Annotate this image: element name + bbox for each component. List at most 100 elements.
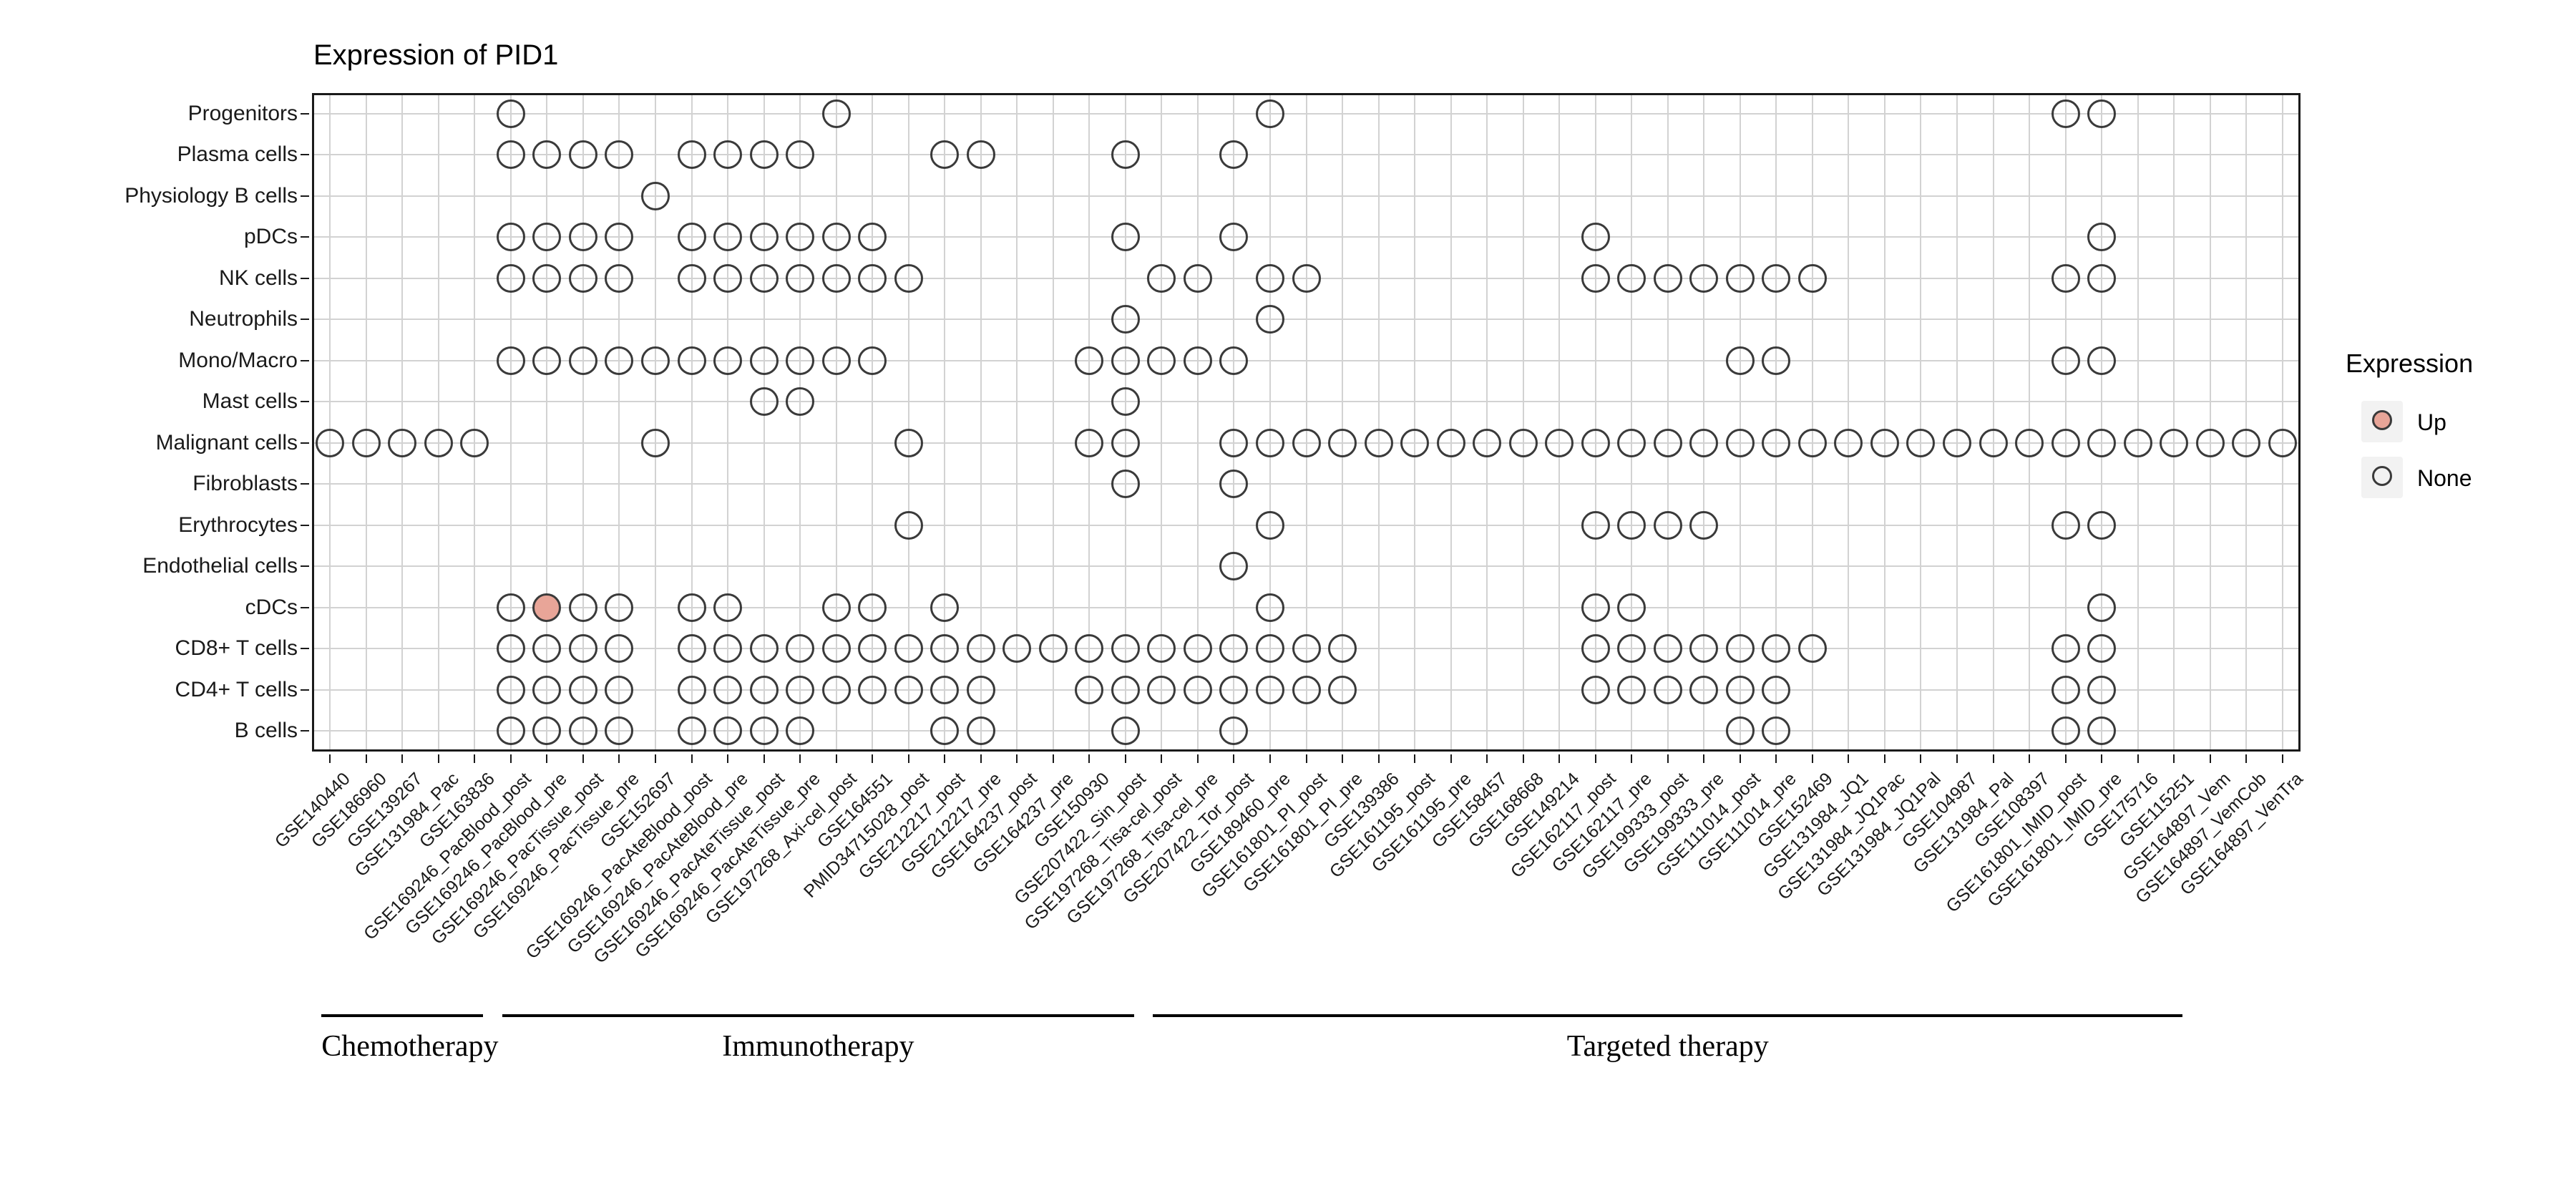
expression-dot: [605, 263, 634, 293]
x-axis-tick: [2209, 754, 2211, 763]
expression-dot: [568, 675, 597, 704]
x-axis-tick: [546, 754, 548, 763]
grid-line-vertical: [1450, 93, 1452, 752]
y-axis-label: pDCs: [243, 225, 298, 249]
expression-dot: [966, 140, 995, 170]
grid-line-vertical: [546, 93, 548, 752]
x-axis-tick: [1269, 754, 1271, 763]
y-axis-label: CD8+ T cells: [175, 636, 298, 661]
y-axis-tick: [301, 359, 309, 361]
grid-line-horizontal: [312, 524, 2301, 526]
expression-dot: [1147, 634, 1176, 664]
expression-dot: [2087, 593, 2117, 622]
x-axis-tick: [1305, 754, 1307, 763]
y-axis-label: Plasma cells: [177, 142, 298, 167]
expression-dot: [1075, 346, 1104, 375]
x-axis-tick: [1486, 754, 1488, 763]
expression-dot: [1906, 428, 1936, 457]
expression-dot: [568, 634, 597, 664]
expression-dot: [677, 675, 706, 704]
grid-line-vertical: [1848, 93, 1850, 752]
expression-dot: [605, 346, 634, 375]
chart-title: Expression of PID1: [313, 39, 559, 71]
expression-dot: [930, 675, 960, 704]
x-axis-tick: [1052, 754, 1054, 763]
group-underline: [321, 1014, 484, 1017]
expression-dot: [2268, 428, 2297, 457]
grid-line-horizontal: [312, 195, 2301, 197]
expression-dot: [821, 223, 851, 252]
grid-line-vertical: [1631, 93, 1633, 752]
expression-dot: [1255, 99, 1284, 128]
expression-dot: [2051, 428, 2080, 457]
y-axis-label: cDCs: [245, 595, 298, 619]
expression-dot: [1689, 428, 1719, 457]
grid-line-vertical: [582, 93, 584, 752]
expression-dot: [2195, 428, 2225, 457]
expression-dot: [1111, 428, 1140, 457]
expression-dot: [1183, 346, 1212, 375]
expression-dot: [1292, 428, 1321, 457]
expression-dot: [1617, 428, 1646, 457]
expression-dot: [605, 140, 634, 170]
group-label: Chemotherapy: [321, 1030, 499, 1063]
expression-dot: [677, 263, 706, 293]
expression-dot: [1038, 634, 1068, 664]
expression-dot: [1762, 346, 1791, 375]
expression-dot: [1147, 675, 1176, 704]
y-axis-label: Physiology B cells: [125, 183, 298, 208]
grid-line-vertical: [1522, 93, 1524, 752]
grid-line-vertical: [474, 93, 476, 752]
y-axis-label: Endothelial cells: [142, 554, 298, 578]
expression-dot: [1762, 634, 1791, 664]
legend-key: [2361, 401, 2403, 442]
x-axis-tick: [1848, 754, 1850, 763]
x-axis-tick: [1703, 754, 1705, 763]
expression-dot: [1219, 140, 1249, 170]
legend-title: Expression: [2346, 349, 2474, 378]
grid-line-vertical: [1414, 93, 1416, 752]
grid-line-vertical: [1016, 93, 1018, 752]
expression-dot: [1219, 716, 1249, 746]
x-axis-tick: [618, 754, 620, 763]
grid-line-horizontal: [312, 730, 2301, 732]
expression-dot: [1111, 675, 1140, 704]
x-axis-tick: [2029, 754, 2031, 763]
expression-dot: [496, 593, 525, 622]
grid-line-vertical: [2137, 93, 2139, 752]
expression-dot: [1797, 263, 1827, 293]
expression-dot: [1255, 263, 1284, 293]
expression-dot: [930, 140, 960, 170]
x-axis-tick: [1558, 754, 1561, 763]
x-axis-tick: [1342, 754, 1344, 763]
expression-dot: [496, 716, 525, 746]
expression-dot: [1436, 428, 1465, 457]
expression-dot: [2087, 99, 2117, 128]
grid-line-vertical: [1486, 93, 1488, 752]
x-axis-tick: [1161, 754, 1163, 763]
expression-dot: [1002, 634, 1032, 664]
x-axis-tick: [1811, 754, 1813, 763]
expression-dot: [1653, 263, 1682, 293]
grid-line-vertical: [980, 93, 982, 752]
expression-dot: [1075, 634, 1104, 664]
expression-dot: [2087, 263, 2117, 293]
expression-dot: [1762, 428, 1791, 457]
expression-dot: [1617, 263, 1646, 293]
x-axis-tick: [872, 754, 874, 763]
expression-dot: [496, 99, 525, 128]
expression-dot: [641, 181, 670, 210]
expression-dot: [532, 223, 562, 252]
expression-dot: [1725, 428, 1755, 457]
expression-dot: [1689, 634, 1719, 664]
y-axis-label: Mono/Macro: [178, 348, 298, 372]
expression-dot: [605, 716, 634, 746]
expression-dot: [1689, 675, 1719, 704]
grid-line-vertical: [329, 93, 331, 752]
expression-dot: [2087, 223, 2117, 252]
expression-dot: [1617, 510, 1646, 540]
group-underline: [1153, 1014, 2183, 1017]
expression-dot: [786, 140, 815, 170]
y-axis-tick: [301, 648, 309, 650]
